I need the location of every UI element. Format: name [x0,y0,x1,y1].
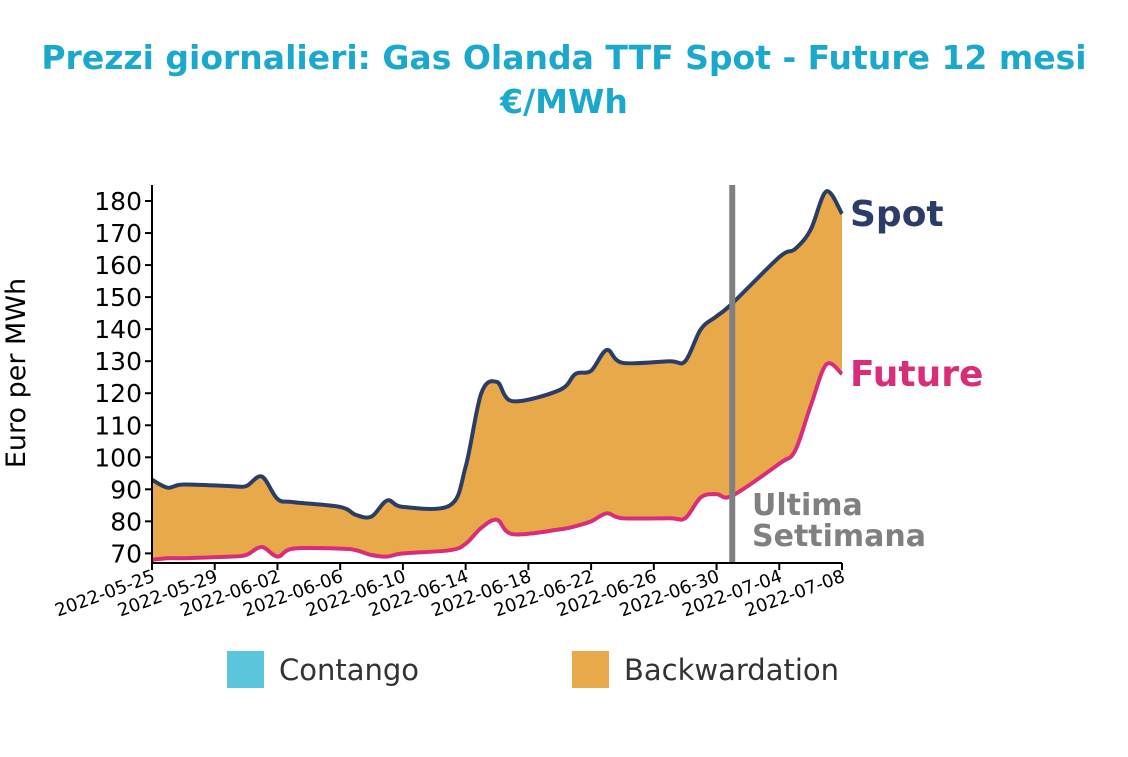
y-tick-label: 170 [94,219,142,248]
series-line-spot [151,189,844,520]
y-tick-label: 90 [110,475,142,504]
y-axis-label: Euro per MWh [1,278,32,468]
chart-title: Prezzi giornalieri: Gas Olanda TTF Spot … [0,36,1128,124]
y-tick-label: 180 [94,187,142,216]
series-label-future: Future [850,354,983,395]
plot-area: Spot Future [151,185,983,563]
y-tick-label: 160 [94,251,142,280]
y-tick-label: 150 [94,283,142,312]
y-tick-label: 100 [94,443,142,472]
series-label-spot: Spot [850,194,944,235]
y-tick-label: 120 [94,379,142,408]
legend: Contango Backwardation [227,651,839,688]
legend-swatch-contango [227,651,264,688]
chart-title-line1: Prezzi giornalieri: Gas Olanda TTF Spot … [41,38,1087,77]
y-tick-label: 70 [110,539,142,568]
legend-label-contango: Contango [279,653,419,687]
chart-title-line2: €/MWh [500,82,628,121]
y-tick-label: 130 [94,347,142,376]
legend-label-backwardation: Backwardation [624,653,839,687]
series-line-future [151,361,844,562]
y-tick-label: 80 [110,507,142,536]
legend-swatch-backwardation [572,651,609,688]
annotation-line2: Settimana [752,519,926,554]
y-tick-label: 140 [94,315,142,344]
y-tick-label: 110 [94,411,142,440]
backwardation-area [152,191,842,560]
annotation-line1: Ultima [752,488,863,523]
